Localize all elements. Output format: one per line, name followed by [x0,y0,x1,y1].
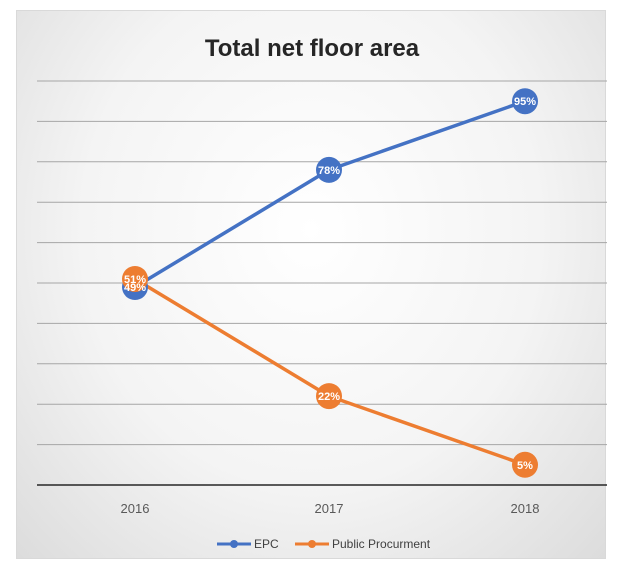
x-tick-label: 2018 [511,501,540,516]
data-label: 95% [514,96,536,108]
gridlines [37,80,607,446]
x-tick-label: 2017 [315,501,344,516]
data-point [122,265,148,292]
x-axis: 2016 2017 2018 [37,484,607,516]
chart-area: Total net floor area 2016 2017 2018 49% 78%… [16,10,607,559]
data-label: 49% [124,282,146,294]
data-point [512,451,538,478]
legend-swatch-marker [308,540,316,548]
data-label: 51% [124,274,146,286]
legend-entry: Public Procurment [295,537,431,551]
data-point [316,156,342,183]
series-line-0 [134,99,526,289]
data-point [316,383,342,410]
data-label: 22% [318,391,340,403]
line-chart: Total net floor area 2016 2017 2018 49% 78%… [37,35,607,551]
legend: EPC Public Procurment [217,537,431,551]
series-line-1 [134,277,526,467]
data-label: 78% [318,165,340,177]
x-tick-label: 2016 [121,501,150,516]
data-point [512,88,538,115]
legend-label: Public Procurment [332,537,431,551]
series-markers: 49% 78% 95% 51% 22% 5% [122,88,538,478]
legend-swatch-marker [230,540,238,548]
chart-title: Total net floor area [205,35,420,62]
legend-label: EPC [254,537,279,551]
legend-entry: EPC [217,537,279,551]
data-label: 5% [517,460,533,472]
